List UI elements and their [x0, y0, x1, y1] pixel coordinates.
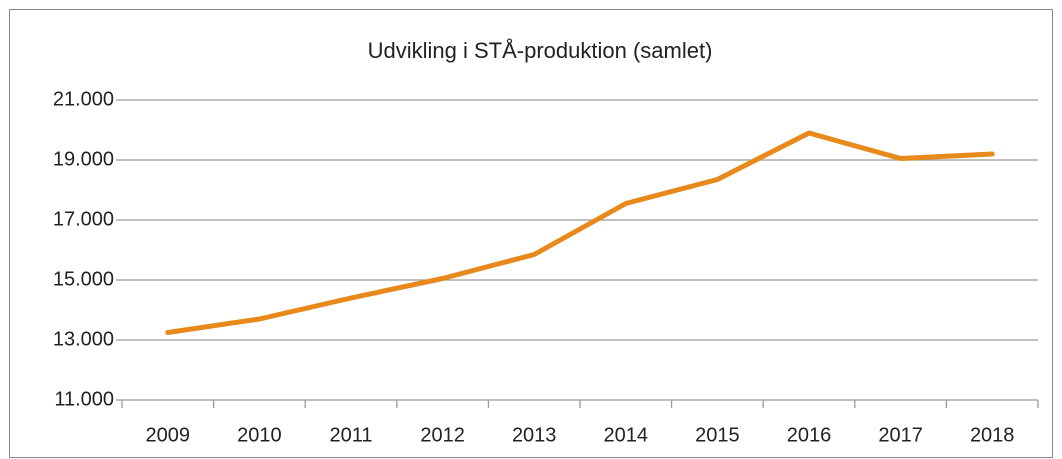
x-tick-label: 2013	[512, 424, 557, 446]
x-tick-label: 2017	[878, 424, 923, 446]
chart-title: Udvikling i STÅ-produktion (samlet)	[368, 38, 713, 63]
x-tick-label: 2018	[970, 424, 1015, 446]
y-tick-label: 21.000	[53, 88, 114, 110]
chart-border	[9, 9, 1053, 458]
x-tick-label: 2014	[604, 424, 649, 446]
y-tick-label: 11.000	[54, 388, 114, 410]
y-tick-label: 15.000	[53, 268, 114, 290]
x-tick-label: 2010	[237, 424, 282, 446]
data-line	[165, 130, 995, 335]
y-tick-label: 17.000	[53, 208, 114, 230]
x-tick-label: 2009	[146, 424, 191, 446]
y-tick-label: 19.000	[53, 148, 114, 170]
x-tick-label: 2011	[329, 424, 372, 446]
x-tick-label: 2012	[420, 424, 465, 446]
x-tick-label: 2016	[787, 424, 832, 446]
y-tick-label: 13.000	[53, 328, 114, 350]
x-tick-label: 2015	[695, 424, 740, 446]
